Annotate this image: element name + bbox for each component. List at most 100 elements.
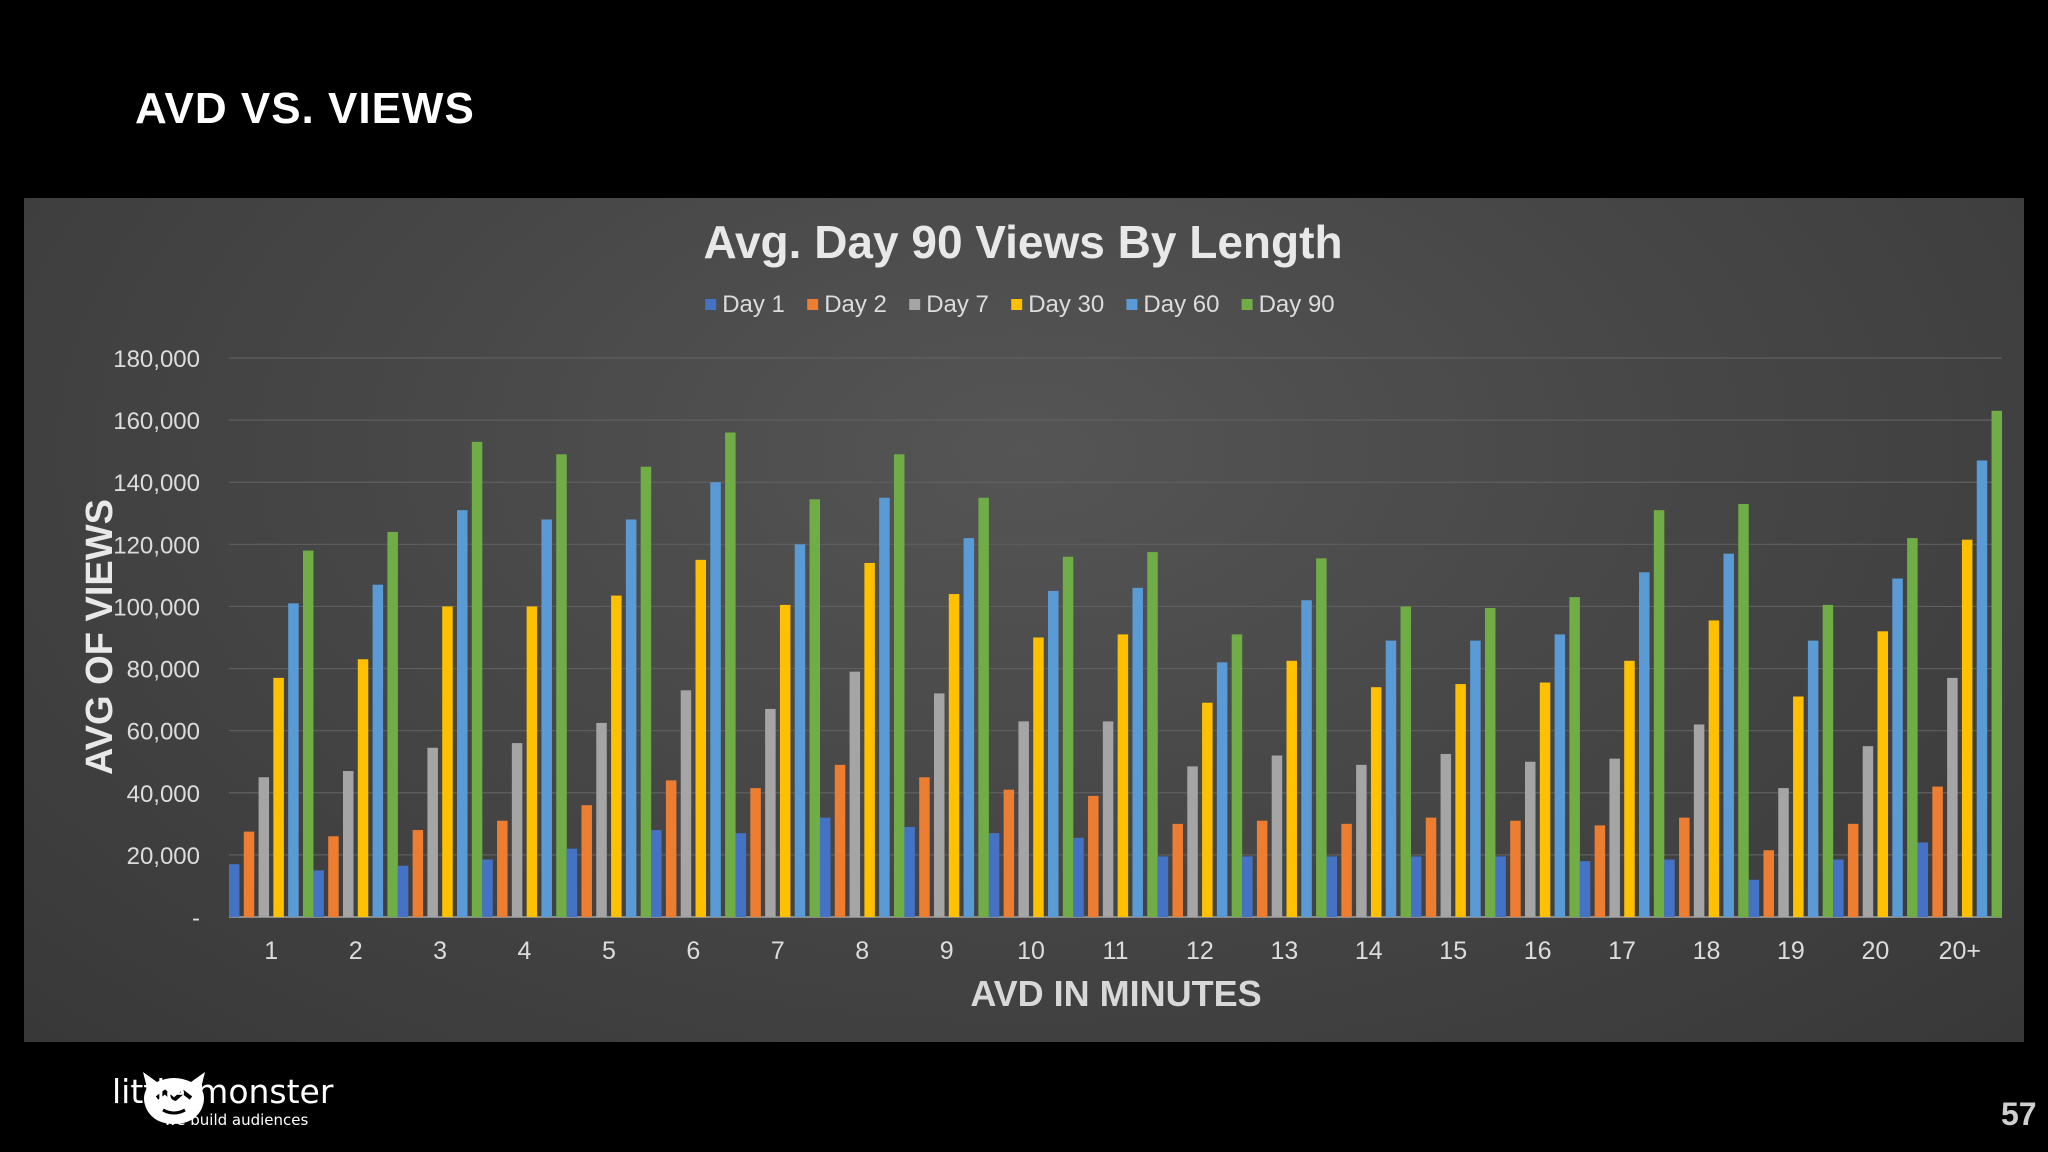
y-axis-ticks: - 20,000 40,000 60,000 80,000 100,000 120,000 1… bbox=[113, 346, 200, 932]
bar-day-2 bbox=[328, 836, 339, 917]
legend-label: Day 2 bbox=[824, 291, 887, 318]
legend-swatch bbox=[1011, 299, 1023, 310]
bar-day-60 bbox=[1807, 640, 1819, 917]
bar-day-90 bbox=[556, 454, 567, 917]
legend-swatch bbox=[909, 299, 921, 310]
bar-day-7 bbox=[1102, 721, 1114, 917]
bar-day-7 bbox=[1187, 766, 1198, 917]
bar-day-2 bbox=[1003, 789, 1015, 917]
y-tick-label: - bbox=[192, 905, 200, 932]
x-axis-ticks: 1 2 3 4 5 6 7 8 9 10 11 12 13 14 15 16 17 18 19 20 20+ bbox=[264, 937, 1981, 965]
bar-day-7 bbox=[427, 747, 438, 917]
x-tick-label: 20 bbox=[1861, 937, 1889, 965]
x-tick-label: 17 bbox=[1608, 937, 1636, 965]
bar-day-30 bbox=[1455, 684, 1466, 917]
bar-day-7 bbox=[1693, 724, 1705, 917]
bar-day-7 bbox=[1609, 758, 1620, 917]
bar-day-7 bbox=[342, 771, 354, 917]
bar-day-30 bbox=[1202, 702, 1213, 917]
bar-day-30 bbox=[357, 659, 369, 917]
bar-day-1 bbox=[1242, 856, 1253, 917]
bar-day-60 bbox=[541, 519, 552, 917]
x-tick-label: 10 bbox=[1017, 937, 1045, 965]
chart-title: Avg. Day 90 Views By Length bbox=[703, 216, 1342, 268]
y-tick-label: 140,000 bbox=[113, 470, 200, 497]
logo-tagline: we build audiences bbox=[164, 1111, 309, 1129]
bar-day-90 bbox=[1484, 607, 1496, 917]
legend-item: Day 30 bbox=[1011, 291, 1104, 318]
x-tick-label: 3 bbox=[433, 937, 447, 965]
bar-day-2 bbox=[750, 788, 761, 917]
bar-day-90 bbox=[1062, 556, 1074, 917]
x-tick-label: 7 bbox=[771, 937, 785, 965]
bar-day-1 bbox=[482, 859, 493, 917]
bar-day-90 bbox=[725, 432, 736, 917]
bar-day-7 bbox=[1271, 755, 1283, 917]
bar-day-7 bbox=[596, 722, 607, 917]
bar-day-1 bbox=[228, 864, 240, 917]
bar-day-30 bbox=[442, 606, 453, 917]
bar-day-60 bbox=[1470, 640, 1481, 917]
x-tick-label: 15 bbox=[1439, 937, 1467, 965]
y-tick-label: 60,000 bbox=[127, 719, 200, 746]
bars-group bbox=[228, 410, 2003, 917]
bar-day-7 bbox=[680, 690, 692, 917]
bar-day-30 bbox=[611, 595, 622, 917]
bar-day-90 bbox=[1822, 604, 1834, 917]
bar-day-60 bbox=[1892, 578, 1903, 917]
legend-item: Day 2 bbox=[807, 291, 887, 318]
bar-day-60 bbox=[1554, 634, 1566, 917]
chart-gridlines bbox=[229, 357, 2002, 918]
bar-day-2 bbox=[1932, 786, 1943, 917]
bar-day-1 bbox=[1073, 837, 1084, 917]
bar-day-7 bbox=[933, 693, 945, 917]
bar-day-1 bbox=[988, 833, 1000, 917]
bar-day-90 bbox=[1231, 634, 1243, 917]
legend-label: Day 60 bbox=[1143, 291, 1219, 318]
bar-day-30 bbox=[273, 677, 284, 917]
bar-day-30 bbox=[1877, 631, 1889, 917]
bar-day-2 bbox=[243, 831, 255, 917]
legend-label: Day 30 bbox=[1028, 291, 1104, 318]
x-tick-label: 11 bbox=[1103, 937, 1129, 965]
x-tick-label: 14 bbox=[1355, 937, 1383, 965]
bar-day-2 bbox=[497, 820, 508, 917]
bar-day-1 bbox=[1410, 856, 1422, 917]
legend-swatch bbox=[1241, 299, 1253, 310]
bar-day-90 bbox=[1400, 606, 1412, 917]
bar-day-2 bbox=[1088, 795, 1099, 917]
bar-day-60 bbox=[1216, 662, 1228, 917]
monster-face-icon bbox=[143, 1072, 205, 1124]
legend-label: Day 90 bbox=[1259, 291, 1335, 318]
bar-day-1 bbox=[1579, 861, 1591, 917]
legend-label: Day 1 bbox=[722, 291, 785, 318]
bar-day-2 bbox=[1510, 820, 1521, 917]
bar-day-2 bbox=[1341, 823, 1352, 917]
bar-day-1 bbox=[1664, 859, 1675, 917]
x-tick-label: 2 bbox=[349, 937, 363, 965]
bar-day-2 bbox=[1594, 825, 1606, 917]
x-tick-label: 13 bbox=[1270, 937, 1298, 965]
bar-chart: Avg. Day 90 Views By Length Day 1 Day 2 Da… bbox=[79, 216, 2003, 1014]
bar-day-60 bbox=[288, 603, 299, 917]
bar-day-1 bbox=[651, 830, 662, 917]
bar-day-90 bbox=[640, 466, 652, 917]
bar-day-90 bbox=[1147, 552, 1158, 917]
x-tick-label: 19 bbox=[1777, 937, 1805, 965]
bar-day-1 bbox=[819, 817, 831, 917]
bar-day-1 bbox=[1157, 856, 1169, 917]
x-tick-label: 12 bbox=[1186, 937, 1214, 965]
bar-day-90 bbox=[471, 441, 483, 917]
bar-day-2 bbox=[1847, 823, 1859, 917]
bar-day-30 bbox=[864, 562, 875, 917]
bar-day-1 bbox=[904, 826, 915, 917]
bar-day-60 bbox=[1301, 600, 1312, 917]
bar-day-2 bbox=[1763, 850, 1774, 917]
bar-day-1 bbox=[1917, 842, 1929, 917]
y-tick-label: 160,000 bbox=[113, 408, 200, 435]
bar-day-7 bbox=[849, 671, 861, 917]
bar-day-1 bbox=[1748, 879, 1760, 917]
bar-day-2 bbox=[919, 777, 930, 917]
bar-day-30 bbox=[1961, 539, 1973, 917]
bar-day-7 bbox=[1778, 788, 1789, 917]
